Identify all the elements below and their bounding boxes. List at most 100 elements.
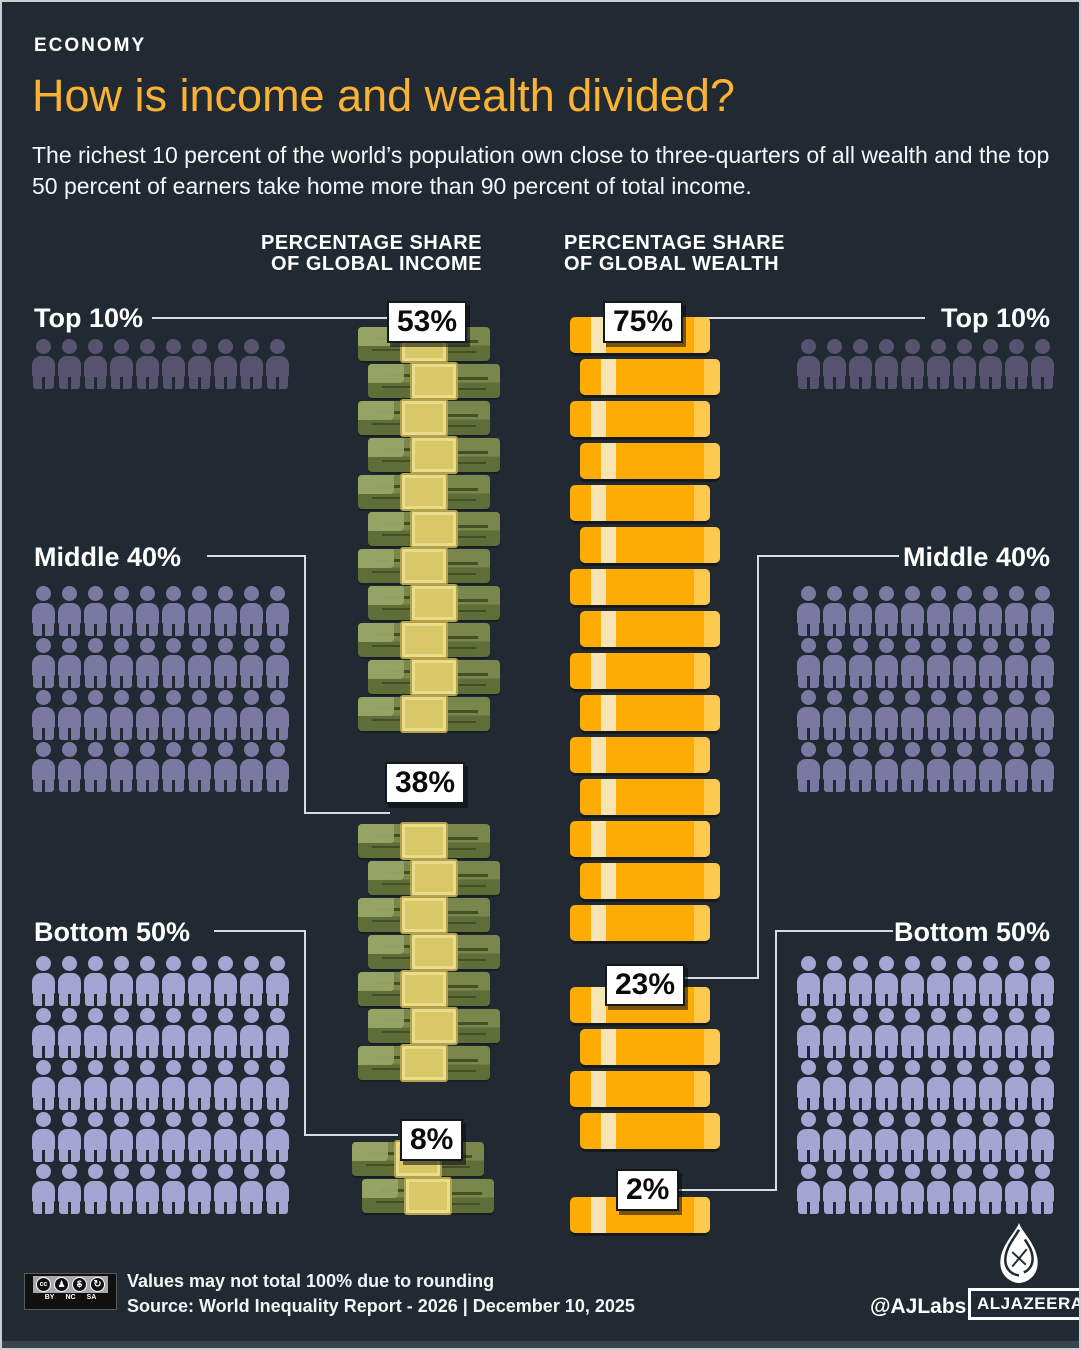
person-legs xyxy=(163,1098,184,1110)
person-torso xyxy=(901,655,924,676)
person-legs xyxy=(1006,780,1027,792)
person-icon xyxy=(266,1164,289,1214)
person-head xyxy=(192,956,207,971)
person-legs xyxy=(798,377,819,389)
person-torso xyxy=(214,603,237,624)
person-torso xyxy=(188,1077,211,1098)
person-icon xyxy=(58,1008,81,1058)
person-torso xyxy=(214,973,237,994)
person-torso xyxy=(875,707,898,728)
person-head xyxy=(827,690,842,705)
money-band xyxy=(410,1007,458,1045)
person-legs xyxy=(241,780,262,792)
person-icon xyxy=(110,1164,133,1214)
person-legs xyxy=(215,728,236,740)
person-torso xyxy=(266,1025,289,1046)
person-legs xyxy=(850,1150,871,1162)
person-torso xyxy=(84,1025,107,1046)
person-torso xyxy=(214,1077,237,1098)
person-legs xyxy=(189,728,210,740)
person-head xyxy=(36,1164,51,1179)
person-legs xyxy=(798,1098,819,1110)
person-icon xyxy=(162,638,185,688)
connector-line xyxy=(214,930,306,932)
gold-bar xyxy=(570,1197,710,1233)
person-head xyxy=(879,1164,894,1179)
person-legs xyxy=(33,1150,54,1162)
gold-bar xyxy=(580,527,720,563)
person-icon xyxy=(110,690,133,740)
person-torso xyxy=(901,1077,924,1098)
person-icon xyxy=(84,1060,107,1110)
person-icon xyxy=(927,690,950,740)
person-icon xyxy=(136,742,159,792)
person-head xyxy=(1035,586,1050,601)
person-icon xyxy=(823,1164,846,1214)
person-head xyxy=(879,1060,894,1075)
person-head xyxy=(88,690,103,705)
person-head xyxy=(983,1112,998,1127)
person-icon xyxy=(32,1164,55,1214)
person-legs xyxy=(980,994,1001,1006)
person-legs xyxy=(928,1046,949,1058)
person-icon xyxy=(849,1164,872,1214)
person-icon xyxy=(162,586,185,636)
person-torso xyxy=(266,1077,289,1098)
person-legs xyxy=(85,728,106,740)
person-legs xyxy=(111,676,132,688)
label-middle40-left: Middle 40% xyxy=(34,542,182,572)
person-head xyxy=(192,638,207,653)
person-legs xyxy=(928,1150,949,1162)
person-icon xyxy=(32,586,55,636)
person-icon xyxy=(162,742,185,792)
person-legs xyxy=(189,1098,210,1110)
person-head xyxy=(166,586,181,601)
person-head xyxy=(36,1060,51,1075)
person-icon xyxy=(953,742,976,792)
person-legs xyxy=(215,1150,236,1162)
person-legs xyxy=(111,1046,132,1058)
person-head xyxy=(1035,1008,1050,1023)
person-legs xyxy=(267,1150,288,1162)
person-icon xyxy=(214,1008,237,1058)
person-legs xyxy=(1032,780,1053,792)
income-header-line2: OF GLOBAL INCOME xyxy=(271,253,482,275)
money-band xyxy=(410,859,458,897)
person-legs xyxy=(137,780,158,792)
person-legs xyxy=(33,624,54,636)
person-legs xyxy=(59,1150,80,1162)
person-torso xyxy=(797,707,820,728)
connector-line xyxy=(152,317,389,319)
person-head xyxy=(1009,956,1024,971)
person-legs xyxy=(1032,1150,1053,1162)
person-icon xyxy=(162,956,185,1006)
person-icon xyxy=(849,1008,872,1058)
person-legs xyxy=(163,728,184,740)
person-legs xyxy=(902,780,923,792)
person-head xyxy=(88,956,103,971)
person-head xyxy=(36,1008,51,1023)
person-icon xyxy=(84,638,107,688)
person-icon xyxy=(188,1060,211,1110)
person-legs xyxy=(241,994,262,1006)
person-head xyxy=(166,638,181,653)
person-legs xyxy=(850,624,871,636)
person-torso xyxy=(875,759,898,780)
person-head xyxy=(1035,1060,1050,1075)
person-legs xyxy=(1006,1046,1027,1058)
person-legs xyxy=(1006,728,1027,740)
person-torso xyxy=(84,973,107,994)
person-torso xyxy=(979,759,1002,780)
person-icon xyxy=(901,956,924,1006)
person-head xyxy=(1009,339,1024,354)
person-icon xyxy=(266,956,289,1006)
person-icon xyxy=(240,339,263,389)
person-head xyxy=(218,1164,233,1179)
person-head xyxy=(801,638,816,653)
person-icon xyxy=(110,1112,133,1162)
person-legs xyxy=(850,780,871,792)
person-torso xyxy=(849,973,872,994)
person-icon xyxy=(240,742,263,792)
person-icon xyxy=(1031,1008,1054,1058)
aljazeera-flame-logo xyxy=(1000,1222,1038,1284)
